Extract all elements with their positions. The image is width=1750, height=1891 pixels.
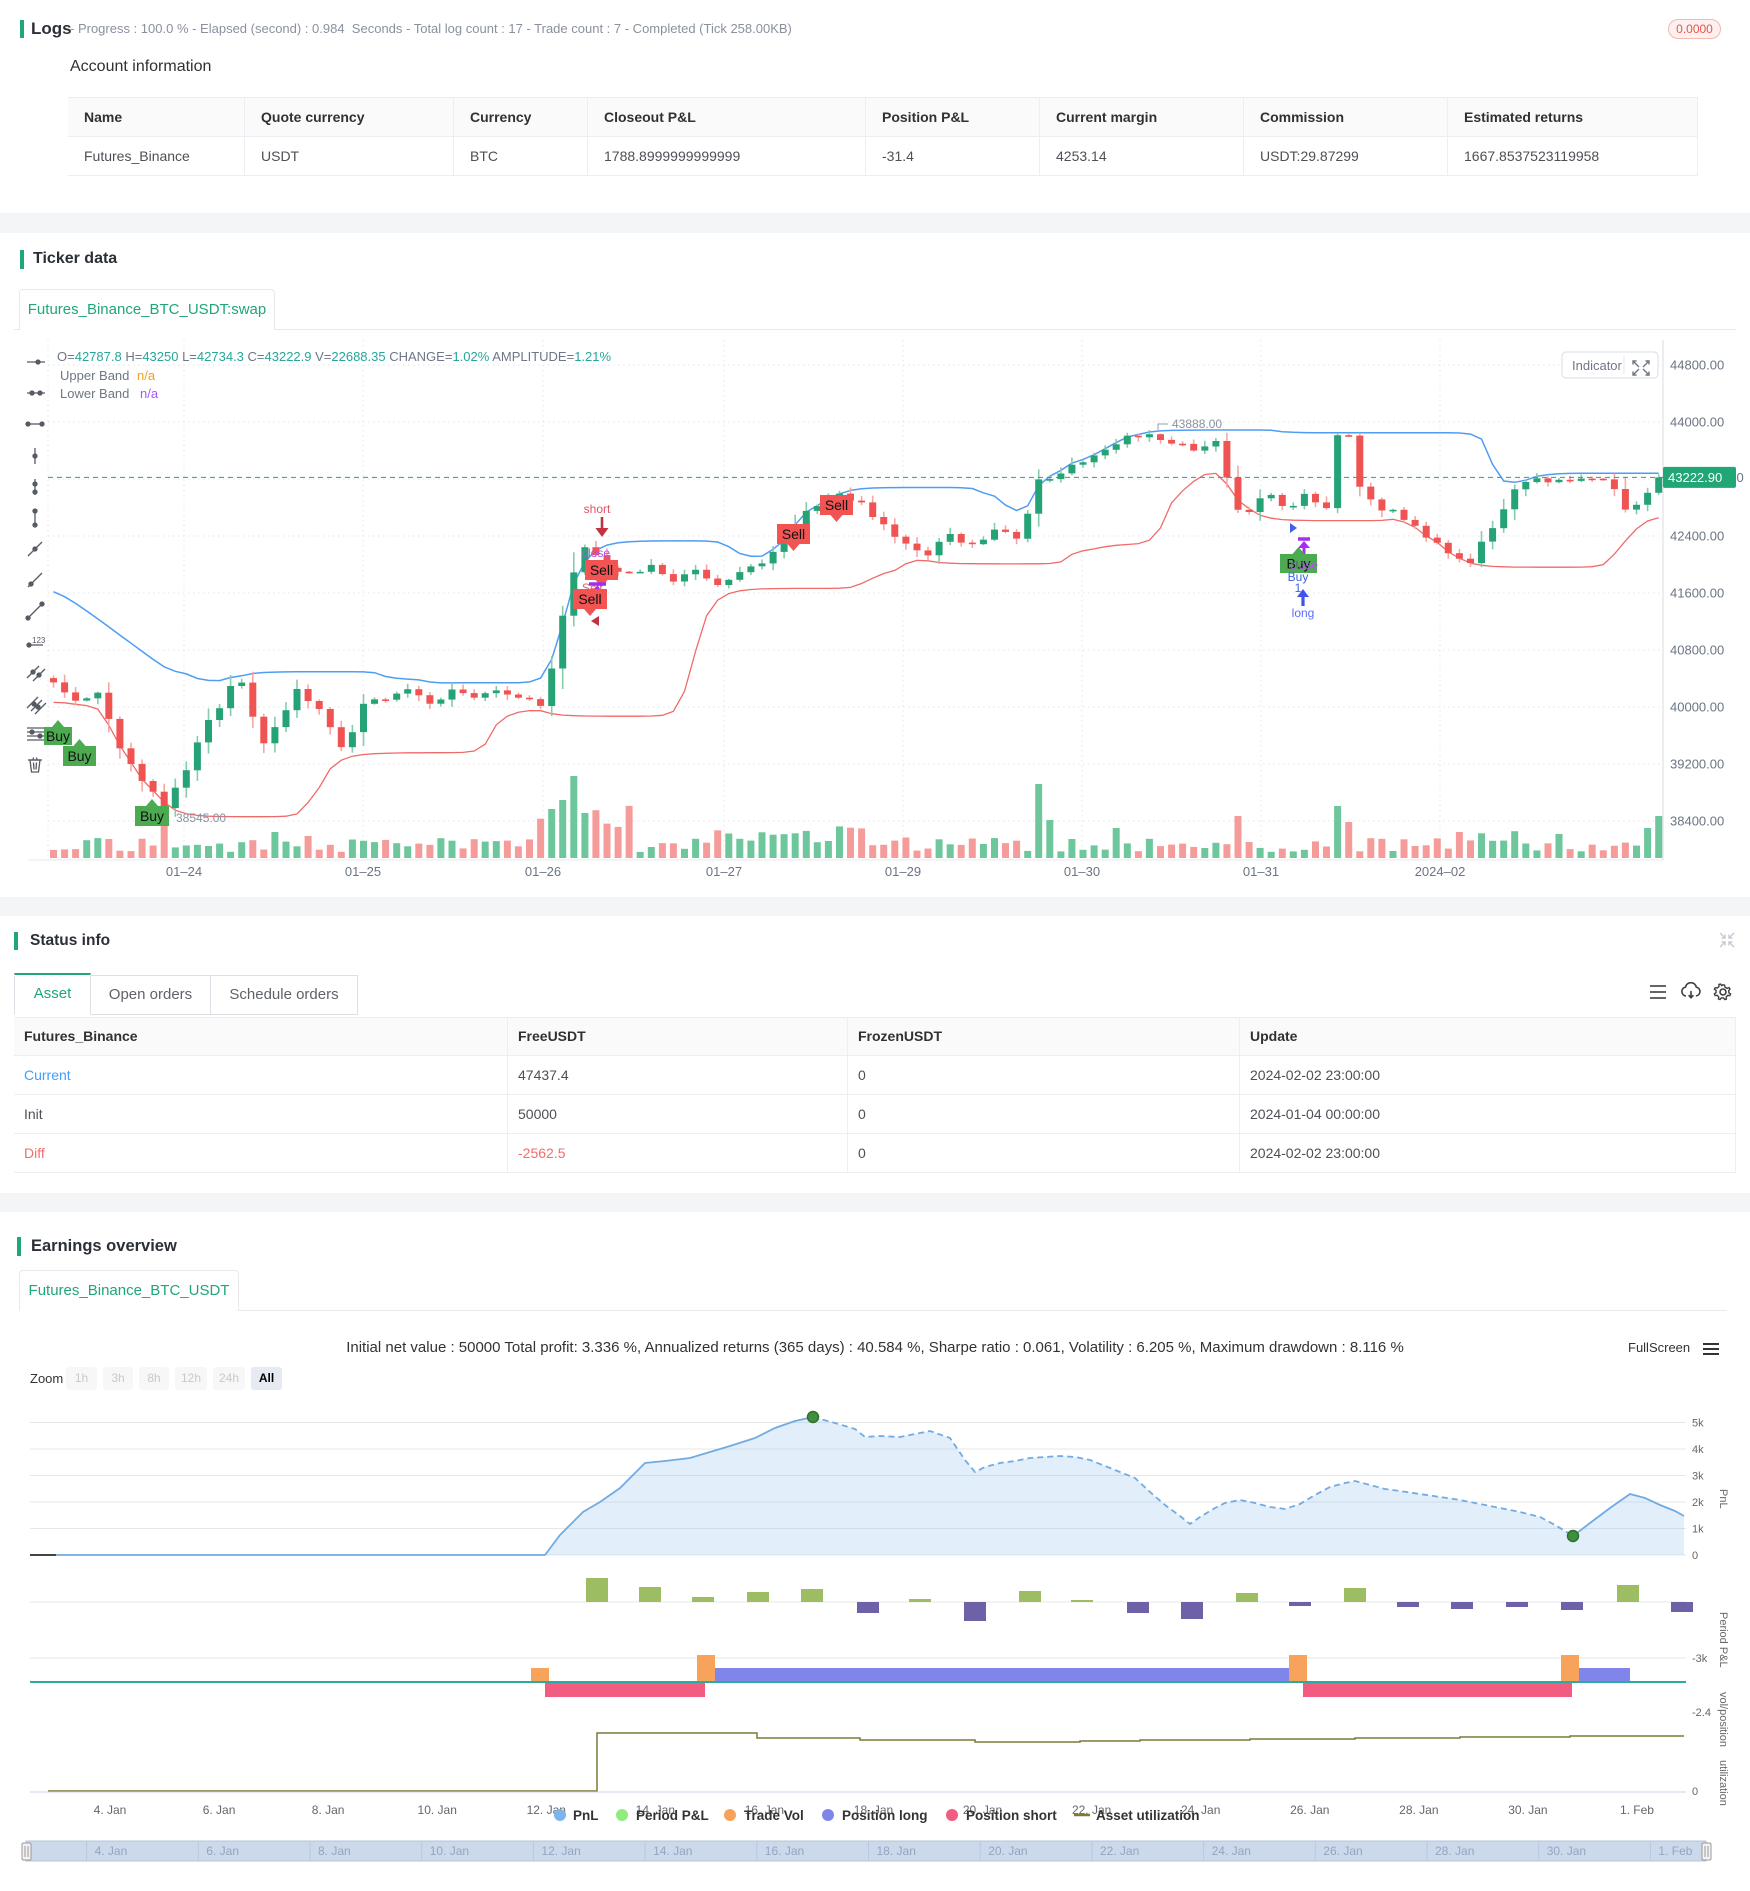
svg-text:40800.00: 40800.00 [1670, 643, 1724, 658]
svg-text:-3k: -3k [1692, 1653, 1708, 1665]
svg-text:44000.00: 44000.00 [1670, 415, 1724, 430]
svg-text:10. Jan: 10. Jan [418, 1803, 457, 1817]
svg-text:24. Jan: 24. Jan [1181, 1803, 1220, 1817]
svg-text:PnL: PnL [1717, 1489, 1729, 1509]
svg-text:Buy: Buy [46, 728, 70, 744]
svg-text:close: close [1290, 558, 1318, 572]
svg-text:6. Jan: 6. Jan [206, 1844, 239, 1858]
svg-text:12. Jan: 12. Jan [541, 1844, 580, 1858]
svg-text:O=42787.8 H=43250 L=42734.3 C=: O=42787.8 H=43250 L=42734.3 C=43222.9 V=… [57, 349, 612, 364]
svg-text:8. Jan: 8. Jan [318, 1844, 351, 1858]
svg-text:14. Jan: 14. Jan [653, 1844, 692, 1858]
svg-text:16. Jan: 16. Jan [765, 1844, 804, 1858]
svg-text:30. Jan: 30. Jan [1508, 1803, 1547, 1817]
svg-text:01–26: 01–26 [525, 864, 561, 879]
svg-text:Position long: Position long [842, 1808, 928, 1823]
svg-text:24. Jan: 24. Jan [1212, 1844, 1251, 1858]
svg-text:1. Feb: 1. Feb [1658, 1844, 1692, 1858]
svg-text:22. Jan: 22. Jan [1100, 1844, 1139, 1858]
svg-text:4k: 4k [1692, 1444, 1704, 1456]
svg-text:Buy: Buy [1286, 556, 1310, 572]
svg-text:1. Feb: 1. Feb [1620, 1803, 1654, 1817]
svg-text:Sell: Sell [578, 591, 601, 607]
svg-text:39200.00: 39200.00 [1670, 757, 1724, 772]
svg-text:Period P&L: Period P&L [1717, 1612, 1729, 1668]
svg-text:1k: 1k [1692, 1524, 1704, 1536]
svg-text:vol/position: vol/position [1717, 1692, 1729, 1747]
svg-text:utilization: utilization [1717, 1760, 1729, 1806]
svg-text:42400.00: 42400.00 [1670, 529, 1724, 544]
svg-text:8. Jan: 8. Jan [312, 1803, 345, 1817]
svg-text:16. Jan: 16. Jan [745, 1803, 784, 1817]
svg-text:Trade Vol: Trade Vol [744, 1808, 804, 1823]
svg-text:Sell: Sell [825, 497, 848, 513]
svg-text:0: 0 [1692, 1786, 1698, 1798]
svg-text:01–25: 01–25 [345, 864, 381, 879]
svg-text:Period P&L: Period P&L [636, 1808, 709, 1823]
svg-text:6. Jan: 6. Jan [203, 1803, 236, 1817]
svg-text:-2.4: -2.4 [1692, 1707, 1711, 1719]
svg-text:26. Jan: 26. Jan [1323, 1844, 1362, 1858]
svg-text:Sell: Sell [590, 562, 613, 578]
svg-text:Indicator: Indicator [1572, 358, 1623, 373]
svg-text:38400.00: 38400.00 [1670, 814, 1724, 829]
svg-text:01–29: 01–29 [885, 864, 921, 879]
svg-text:01–27: 01–27 [706, 864, 742, 879]
svg-text:30. Jan: 30. Jan [1547, 1844, 1586, 1858]
svg-text:5k: 5k [1692, 1418, 1704, 1430]
svg-text:2k: 2k [1692, 1497, 1704, 1509]
svg-text:Sell: Sell [782, 526, 805, 542]
svg-text:4. Jan: 4. Jan [94, 1803, 127, 1817]
svg-text:14. Jan: 14. Jan [636, 1803, 675, 1817]
svg-text:26. Jan: 26. Jan [1290, 1803, 1329, 1817]
svg-text:Position short: Position short [966, 1808, 1057, 1823]
svg-text:01–30: 01–30 [1064, 864, 1100, 879]
svg-text:Buy: Buy [67, 748, 91, 764]
svg-text:40000.00: 40000.00 [1670, 700, 1724, 715]
svg-text:Buy: Buy [1288, 570, 1309, 584]
svg-text:1: 1 [1295, 581, 1302, 595]
svg-text:20. Jan: 20. Jan [963, 1803, 1002, 1817]
svg-text:short: short [584, 502, 611, 516]
svg-text:44800.00: 44800.00 [1670, 358, 1724, 373]
svg-text:20. Jan: 20. Jan [988, 1844, 1027, 1858]
svg-text:n/a: n/a [137, 368, 156, 383]
svg-text:0: 0 [1737, 470, 1744, 485]
svg-text:3k: 3k [1692, 1471, 1704, 1483]
svg-text:38545.00: 38545.00 [176, 811, 226, 825]
svg-text:Asset utilization: Asset utilization [1096, 1808, 1200, 1823]
svg-text:Lower Band: Lower Band [60, 386, 129, 401]
svg-text:43888.00: 43888.00 [1172, 417, 1222, 431]
svg-text:43222.90: 43222.90 [1668, 470, 1722, 485]
svg-text:close: close [582, 546, 610, 560]
svg-text:01–24: 01–24 [166, 864, 202, 879]
svg-text:01–31: 01–31 [1243, 864, 1279, 879]
svg-text:n/a: n/a [140, 386, 159, 401]
svg-text:28. Jan: 28. Jan [1399, 1803, 1438, 1817]
svg-text:22. Jan: 22. Jan [1072, 1803, 1111, 1817]
svg-text:123: 123 [32, 636, 46, 645]
svg-text:long: long [1292, 606, 1315, 620]
svg-text:28. Jan: 28. Jan [1435, 1844, 1474, 1858]
svg-text:10. Jan: 10. Jan [430, 1844, 469, 1858]
svg-text:4. Jan: 4. Jan [95, 1844, 128, 1858]
svg-text:Upper Band: Upper Band [60, 368, 129, 383]
svg-text:18. Jan: 18. Jan [854, 1803, 893, 1817]
svg-text:2024–02: 2024–02 [1415, 864, 1466, 879]
svg-text:0: 0 [1692, 1550, 1698, 1562]
svg-text:PnL: PnL [573, 1808, 599, 1823]
svg-text:Buy: Buy [140, 808, 164, 824]
svg-text:41600.00: 41600.00 [1670, 586, 1724, 601]
svg-text:18. Jan: 18. Jan [877, 1844, 916, 1858]
